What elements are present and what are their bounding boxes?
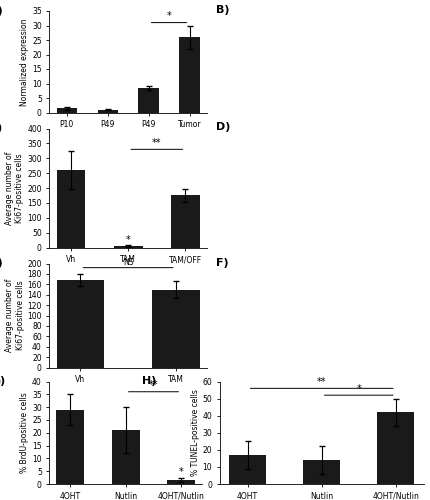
Text: Irbp-
Cyclin D1, p53+/+: Irbp- Cyclin D1, p53+/+ (63, 143, 114, 154)
Text: E): E) (0, 258, 2, 268)
Text: A): A) (0, 6, 3, 16)
Text: Irbp-
Cyclin D1, p53-/-: Irbp- Cyclin D1, p53-/- (144, 143, 190, 154)
Bar (138, 88, 159, 112)
Text: NS: NS (123, 258, 133, 267)
Bar (152, 290, 200, 368)
Bar (229, 455, 266, 484)
Text: *: * (179, 467, 184, 477)
Bar (57, 170, 85, 248)
Bar (57, 108, 77, 112)
Text: *: * (126, 235, 131, 245)
Text: *: * (167, 12, 172, 22)
Y-axis label: % BrdU-positive cells: % BrdU-positive cells (20, 392, 29, 473)
Text: **: ** (152, 138, 162, 148)
Bar (171, 196, 200, 248)
Y-axis label: % TUNEL-positive cells: % TUNEL-positive cells (190, 390, 200, 476)
Bar (377, 412, 415, 484)
Bar (167, 480, 195, 484)
Bar (303, 460, 340, 484)
Bar (179, 37, 200, 113)
Text: C): C) (0, 122, 3, 132)
Bar (112, 430, 140, 484)
Y-axis label: Normalized expression: Normalized expression (20, 18, 29, 106)
Y-axis label: Average number of
Ki67-positive cells: Average number of Ki67-positive cells (5, 152, 25, 224)
Text: G): G) (0, 376, 6, 386)
Text: D): D) (215, 122, 230, 132)
Text: *: * (356, 384, 361, 394)
Text: F): F) (215, 258, 228, 268)
Y-axis label: Average number of
Ki67-positive cells: Average number of Ki67-positive cells (5, 279, 25, 352)
Text: H): H) (142, 376, 157, 386)
Text: B): B) (215, 5, 229, 15)
Text: **: ** (149, 380, 158, 390)
Bar (114, 246, 142, 248)
Bar (56, 410, 84, 484)
Bar (57, 280, 104, 368)
Bar (98, 110, 118, 112)
Text: **: ** (317, 378, 326, 388)
